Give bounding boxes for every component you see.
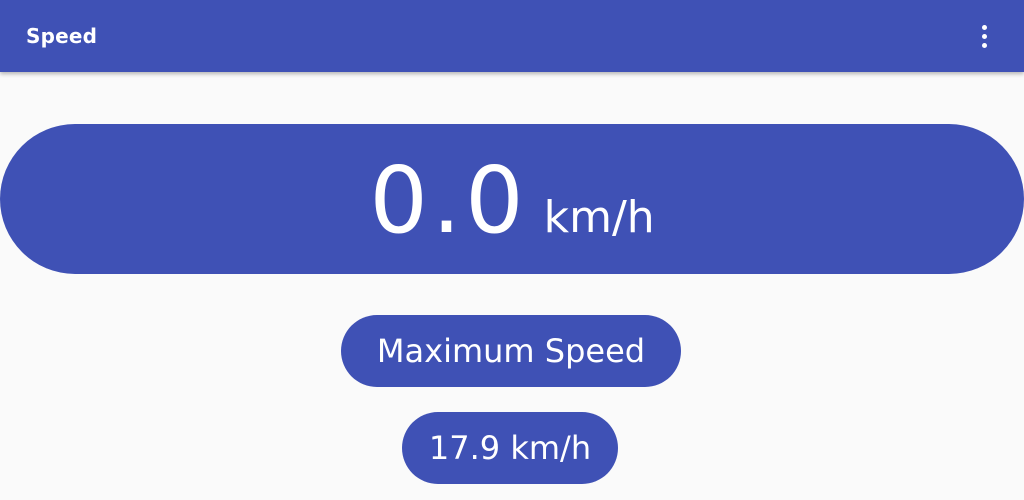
overflow-dot <box>981 33 987 39</box>
main-content: 0.0 km/h Maximum Speed 17.9 km/h <box>0 72 1024 500</box>
maximum-speed-label-badge: Maximum Speed <box>341 315 681 387</box>
maximum-speed-value: 17.9 km/h <box>428 429 592 467</box>
more-vert-icon[interactable] <box>964 18 1004 54</box>
overflow-dot <box>981 42 987 48</box>
overflow-dot <box>981 24 987 30</box>
current-speed-value: 0.0 <box>369 147 528 254</box>
maximum-speed-label: Maximum Speed <box>376 332 646 370</box>
current-speed-display: 0.0 km/h <box>0 124 1024 274</box>
app-bar: Speed <box>0 0 1024 72</box>
speed-readout: 0.0 km/h <box>369 155 654 247</box>
maximum-speed-value-badge: 17.9 km/h <box>402 412 618 484</box>
app-title: Speed <box>26 24 98 48</box>
current-speed-unit: km/h <box>543 192 655 243</box>
